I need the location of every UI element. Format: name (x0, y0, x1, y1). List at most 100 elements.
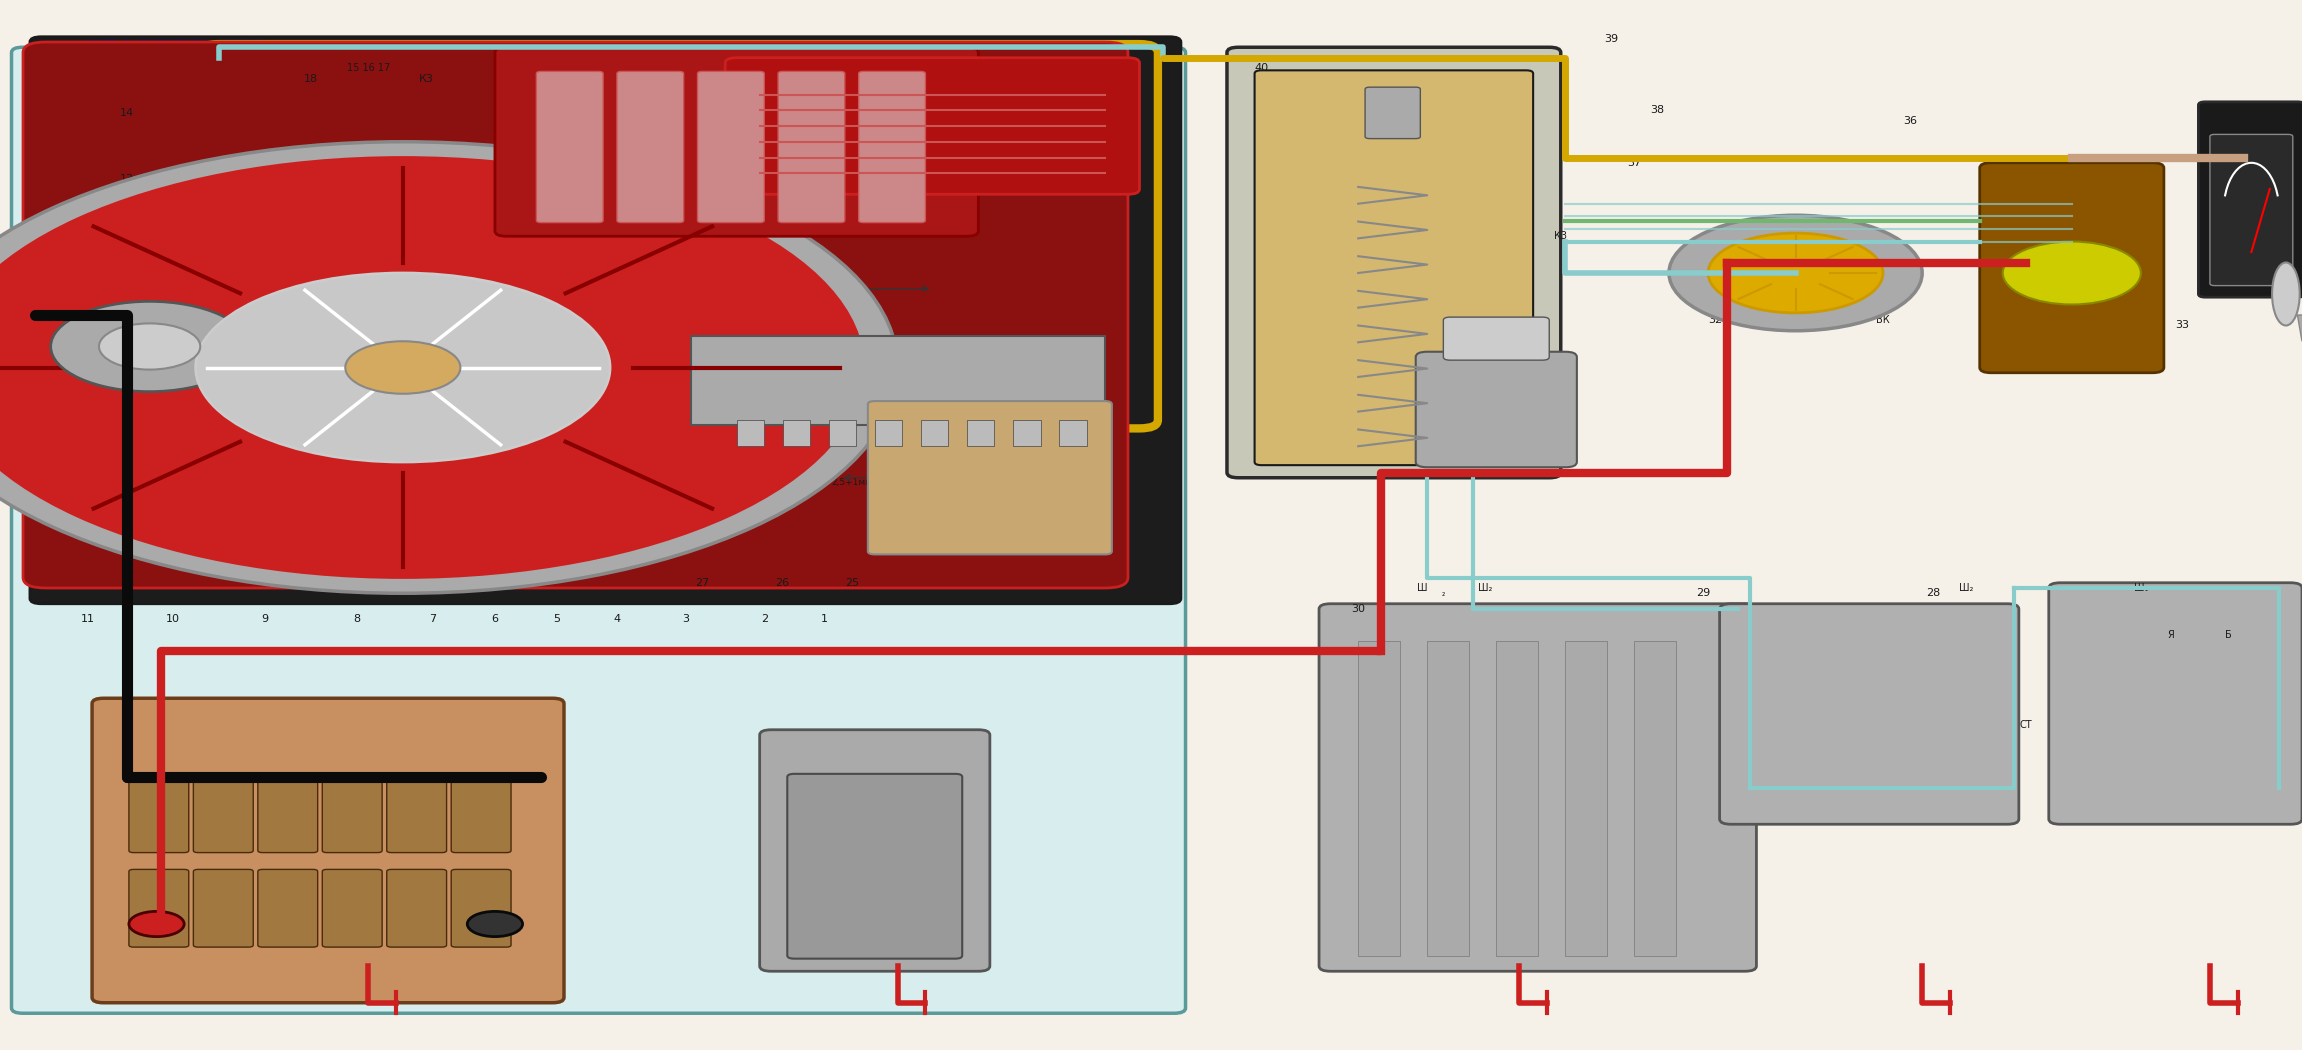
Text: 30: 30 (1351, 604, 1365, 614)
FancyBboxPatch shape (868, 401, 1112, 554)
Text: 35: 35 (2215, 163, 2228, 173)
Text: 3: 3 (681, 614, 691, 625)
Bar (1059, 420, 1087, 446)
Text: Ш₂: Ш₂ (1959, 583, 1973, 593)
Text: ₂: ₂ (1441, 589, 1446, 597)
Circle shape (467, 911, 523, 937)
Text: К3: К3 (2049, 289, 2063, 299)
Text: 25: 25 (845, 578, 859, 588)
FancyBboxPatch shape (12, 47, 1186, 1013)
Text: 40: 40 (1255, 63, 1268, 74)
FancyBboxPatch shape (258, 775, 318, 853)
FancyBboxPatch shape (1416, 352, 1577, 467)
Text: К3: К3 (419, 74, 433, 84)
Ellipse shape (2272, 262, 2300, 326)
Text: 13: 13 (120, 173, 134, 184)
Circle shape (2003, 242, 2141, 304)
Text: 21: 21 (661, 142, 674, 152)
Text: 23: 23 (753, 205, 767, 215)
Circle shape (0, 142, 898, 593)
Circle shape (1708, 233, 1883, 313)
Bar (1496, 640, 1538, 956)
Text: 38: 38 (1651, 105, 1664, 116)
Text: 8: 8 (352, 614, 361, 625)
Bar (875, 420, 902, 446)
Bar (1358, 640, 1400, 956)
Text: 2: 2 (760, 614, 769, 625)
Text: 1: 1 (820, 614, 829, 625)
Text: Б: Б (2226, 630, 2231, 640)
FancyBboxPatch shape (778, 71, 845, 223)
Text: СТ: СТ (2019, 719, 2033, 730)
Text: 22: 22 (707, 184, 721, 194)
Text: ВК-Б: ВК-Б (1703, 278, 1726, 289)
Bar (1634, 640, 1676, 956)
Text: 24: 24 (845, 168, 859, 178)
Text: 7: 7 (428, 614, 437, 625)
Circle shape (51, 301, 249, 392)
Text: СТ: СТ (1977, 247, 1991, 257)
Text: 2,5+1мм: 2,5+1мм (831, 479, 872, 487)
FancyBboxPatch shape (859, 71, 925, 223)
Text: 19: 19 (557, 63, 571, 74)
Text: 36: 36 (1904, 116, 1918, 126)
Text: 33: 33 (2175, 320, 2189, 331)
Text: 18: 18 (304, 74, 318, 84)
FancyBboxPatch shape (129, 869, 189, 947)
Circle shape (345, 341, 460, 394)
Bar (829, 420, 856, 446)
Text: 26: 26 (776, 578, 790, 588)
Bar (1565, 640, 1607, 956)
Text: 27: 27 (695, 578, 709, 588)
Text: 6: 6 (490, 614, 500, 625)
Text: 43: 43 (1255, 189, 1268, 200)
Text: АМ: АМ (1812, 247, 1825, 257)
Text: Ш₂: Ш₂ (1478, 583, 1492, 593)
Text: К3: К3 (1554, 231, 1568, 242)
FancyBboxPatch shape (698, 71, 764, 223)
Bar (967, 420, 994, 446)
FancyBboxPatch shape (30, 37, 1181, 604)
Polygon shape (2297, 315, 2302, 341)
Circle shape (196, 273, 610, 462)
Text: К: К (1506, 231, 1510, 242)
FancyBboxPatch shape (1720, 604, 2019, 824)
Text: Р: Р (1436, 378, 1441, 388)
Text: 31: 31 (1478, 441, 1492, 452)
Circle shape (129, 911, 184, 937)
Text: Я: Я (1379, 583, 1384, 593)
FancyBboxPatch shape (129, 775, 189, 853)
FancyBboxPatch shape (451, 869, 511, 947)
FancyBboxPatch shape (387, 775, 447, 853)
Text: 32: 32 (1708, 315, 1722, 326)
FancyBboxPatch shape (2210, 134, 2293, 286)
Bar (1013, 420, 1041, 446)
Text: 4: 4 (612, 614, 622, 625)
FancyBboxPatch shape (322, 775, 382, 853)
FancyBboxPatch shape (258, 869, 318, 947)
FancyBboxPatch shape (193, 775, 253, 853)
Bar (783, 420, 810, 446)
FancyBboxPatch shape (451, 775, 511, 853)
Text: ВК: ВК (1524, 378, 1538, 388)
FancyBboxPatch shape (787, 774, 962, 959)
FancyBboxPatch shape (1319, 604, 1756, 971)
Text: 41: 41 (1255, 105, 1268, 116)
FancyBboxPatch shape (617, 71, 684, 223)
Text: 29: 29 (1697, 588, 1710, 598)
FancyBboxPatch shape (2198, 102, 2302, 297)
Text: 34: 34 (2106, 320, 2120, 331)
Circle shape (99, 323, 200, 370)
Text: 39: 39 (1604, 34, 1618, 44)
Text: Б: Б (1443, 231, 1448, 242)
FancyBboxPatch shape (1980, 163, 2164, 373)
FancyBboxPatch shape (1227, 47, 1561, 478)
Text: 11: 11 (81, 614, 94, 625)
Text: 12: 12 (85, 247, 99, 257)
Text: Ш: Ш (1418, 583, 1427, 593)
Text: 37: 37 (1628, 158, 1641, 168)
FancyBboxPatch shape (1255, 70, 1533, 465)
Bar (1427, 640, 1469, 956)
Text: 35-85мм: 35-85мм (803, 290, 845, 298)
Text: 15 16 17: 15 16 17 (348, 63, 389, 74)
